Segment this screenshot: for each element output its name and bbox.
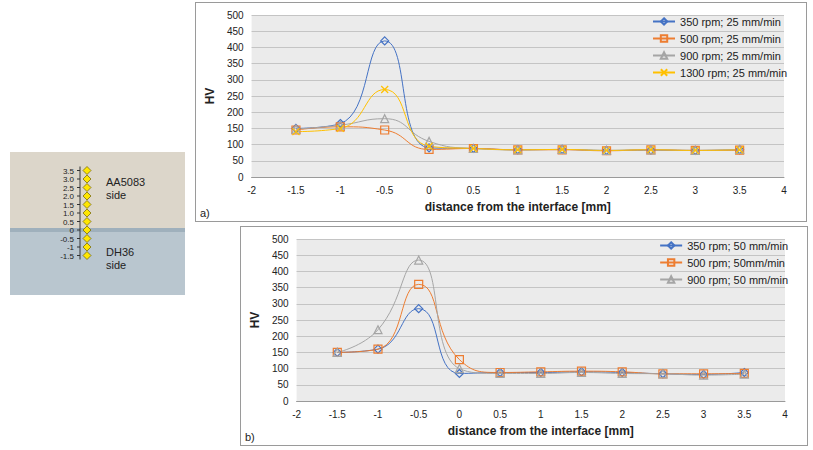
svg-text:-0.5: -0.5 [410,409,428,420]
svg-text:0.5: 0.5 [493,409,507,420]
svg-text:0.5: 0.5 [62,217,74,227]
svg-text:1: 1 [515,185,521,196]
svg-text:500: 500 [227,10,244,21]
svg-text:200: 200 [272,331,289,342]
svg-text:-2: -2 [247,185,256,196]
svg-text:350 rpm; 50 mm/min: 350 rpm; 50 mm/min [687,240,788,252]
svg-text:1300 rpm; 25 mm/min: 1300 rpm; 25 mm/min [680,67,787,79]
svg-text:100: 100 [227,139,244,150]
svg-text:0: 0 [426,185,432,196]
svg-text:900 rpm; 25 mm/min: 900 rpm; 25 mm/min [680,50,781,62]
svg-text:1.5: 1.5 [62,200,74,210]
svg-text:-1.5: -1.5 [287,185,305,196]
svg-text:3: 3 [692,185,698,196]
svg-text:0: 0 [69,226,74,235]
svg-text:-0.5: -0.5 [60,234,74,244]
svg-text:2: 2 [604,185,610,196]
svg-text:2.0: 2.0 [62,192,74,201]
svg-text:4: 4 [781,185,787,196]
svg-text:100: 100 [272,363,289,374]
svg-text:3.5: 3.5 [62,166,74,176]
svg-text:-1: -1 [336,185,345,196]
svg-text:0: 0 [283,396,289,407]
svg-text:450: 450 [272,250,289,261]
svg-text:1.5: 1.5 [555,185,569,196]
svg-text:1: 1 [538,409,544,420]
svg-text:3.5: 3.5 [737,409,751,420]
svg-text:2.5: 2.5 [62,183,74,193]
svg-text:50: 50 [232,155,244,166]
svg-text:2.5: 2.5 [656,409,670,420]
svg-text:400: 400 [272,266,289,277]
svg-text:500 rpm; 25 mm/min: 500 rpm; 25 mm/min [680,33,781,45]
svg-text:0.5: 0.5 [466,185,480,196]
svg-text:AA5083side: AA5083side [106,176,145,201]
svg-text:150: 150 [227,123,244,134]
svg-text:3: 3 [701,409,707,420]
svg-text:1.5: 1.5 [575,409,589,420]
svg-text:-1.5: -1.5 [329,409,347,420]
svg-text:250: 250 [227,91,244,102]
svg-text:300: 300 [227,74,244,85]
svg-text:1.0: 1.0 [62,209,74,218]
html-text:b): b) [245,431,255,443]
svg-text:2.5: 2.5 [644,185,658,196]
svg-text:HV: HV [203,88,217,105]
svg-text:350: 350 [227,58,244,69]
svg-text:-2: -2 [292,409,301,420]
svg-text:300: 300 [272,298,289,309]
svg-text:-0.5: -0.5 [376,185,394,196]
svg-text:3.0: 3.0 [62,175,74,184]
svg-text:900 rpm; 50 mm/min: 900 rpm; 50 mm/min [687,274,788,286]
svg-text:distance from the interface [m: distance from the interface [mm] [448,424,634,438]
svg-text:distance from the interface [m: distance from the interface [mm] [425,200,611,214]
svg-text:250: 250 [272,315,289,326]
svg-text:450: 450 [227,26,244,37]
svg-text:3.5: 3.5 [733,185,747,196]
svg-text:-1.5: -1.5 [60,252,74,261]
svg-text:0: 0 [238,172,244,183]
svg-text:0: 0 [457,409,463,420]
svg-text:350: 350 [272,282,289,293]
svg-text:500: 500 [272,234,289,245]
svg-text:HV: HV [248,312,262,329]
svg-text:400: 400 [227,42,244,53]
svg-text:DH36side: DH36side [106,246,134,271]
svg-text:500 rpm; 50mm/min: 500 rpm; 50mm/min [687,257,785,269]
svg-text:200: 200 [227,107,244,118]
html-text:a): a) [200,207,210,219]
svg-text:50: 50 [277,379,289,390]
svg-text:4: 4 [782,409,788,420]
svg-text:-1: -1 [66,243,74,252]
svg-text:350 rpm; 25 mm/min: 350 rpm; 25 mm/min [680,16,781,28]
svg-text:150: 150 [272,347,289,358]
svg-text:2: 2 [619,409,625,420]
svg-text:-1: -1 [374,409,383,420]
